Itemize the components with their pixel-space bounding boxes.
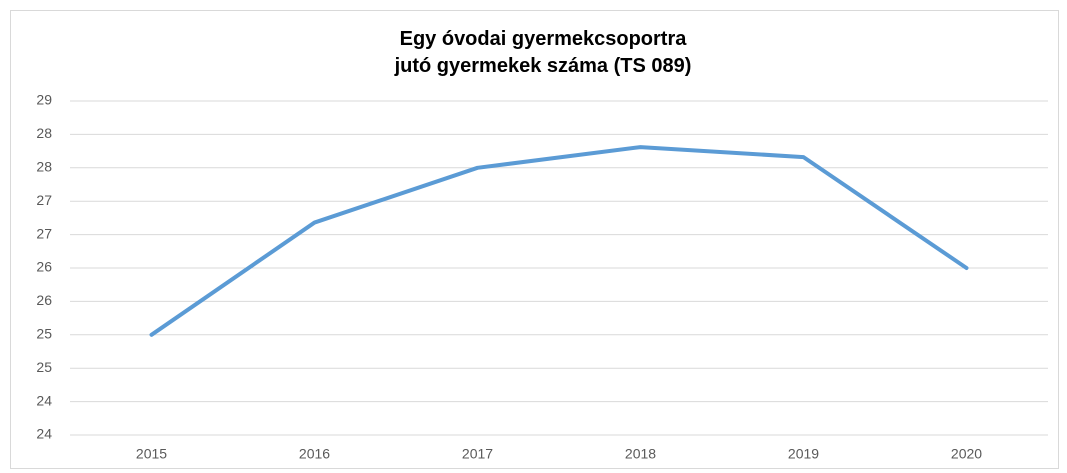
x-tick-label: 2017 (462, 446, 493, 462)
x-tick-label: 2016 (299, 446, 330, 462)
y-tick-label: 24 (36, 426, 52, 442)
x-tick-label: 2019 (788, 446, 819, 462)
data-line (149, 145, 969, 337)
chart-border (10, 10, 1059, 469)
y-tick-label: 24 (36, 392, 52, 408)
y-tick-label: 27 (36, 192, 52, 208)
y-tick-label: 27 (36, 225, 52, 241)
y-tick-label: 26 (36, 259, 52, 275)
y-tick-label: 25 (36, 359, 52, 375)
chart-title: Egy óvodai gyermekcsoportra jutó gyermek… (394, 28, 692, 77)
y-tick-label: 28 (36, 159, 52, 175)
x-tick-label: 2020 (951, 446, 982, 462)
x-tick-label: 2018 (625, 446, 656, 462)
y-tick-label: 28 (36, 125, 52, 141)
y-tick-label: 25 (36, 326, 52, 342)
x-tick-label: 2015 (136, 446, 167, 462)
y-tick-label: 29 (36, 92, 52, 108)
y-tick-label: 26 (36, 292, 52, 308)
